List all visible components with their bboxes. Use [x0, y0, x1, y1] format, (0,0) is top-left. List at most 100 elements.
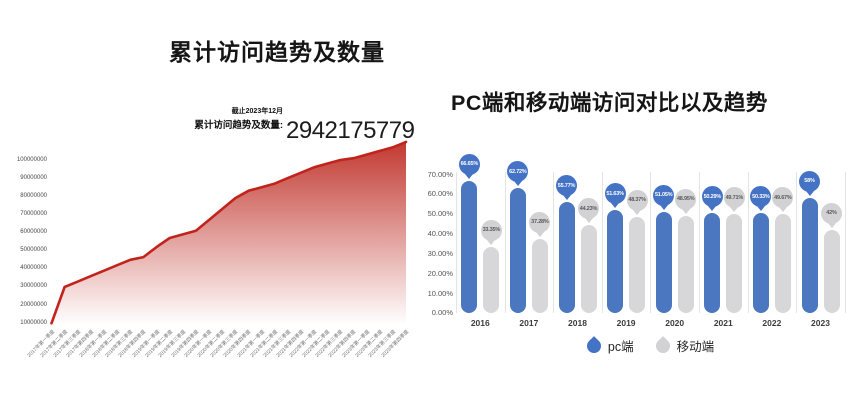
mobile-bar-label: 33.35% [480, 219, 502, 241]
legend-droplet-icon [583, 335, 604, 356]
balloon-tail-icon [465, 173, 474, 179]
separator-line [601, 172, 603, 313]
legend-droplet-icon [652, 335, 673, 356]
pc-bar-label: 51.05% [653, 184, 675, 206]
cumulative-total-value: 2942175779 [286, 117, 415, 144]
mobile-bar-label: 44.23% [578, 198, 599, 220]
mobile-bar-label: 48.37% [626, 189, 648, 211]
callout-label: 累计访问趋势及数量: [194, 120, 283, 131]
y-axis-tick-label: 20.00% [427, 268, 453, 278]
balloon-tail-icon [805, 190, 814, 196]
y-axis-tick-label: 40000000 [20, 265, 47, 272]
area-chart-canvas [50, 140, 408, 325]
year-label: 2023 [811, 318, 830, 328]
pc-bar-label: 58% [799, 170, 820, 192]
mobile-bar [580, 225, 597, 313]
balloon-tail-icon [487, 239, 496, 245]
y-axis-tick-label: 0.00% [431, 308, 453, 318]
trend-line [50, 140, 408, 325]
y-axis-tick-label: 40.00% [427, 229, 453, 239]
mobile-bar-label: 48.95% [675, 188, 697, 210]
mobile-bar-label: 49.67% [772, 187, 794, 209]
year-label: 2021 [713, 318, 733, 328]
separator-line [796, 172, 798, 313]
legend-label: 移动端 [676, 340, 715, 354]
area-fill [51, 141, 406, 325]
balloon-tail-icon [827, 222, 836, 228]
mobile-bar [774, 214, 791, 313]
pc-bar [461, 180, 478, 313]
balloon-tail-icon [584, 218, 593, 224]
y-axis-tick-label: 60000000 [20, 229, 47, 236]
year-label: 2020 [665, 318, 685, 328]
year-label: 2019 [616, 318, 636, 328]
separator-line [650, 172, 652, 313]
y-axis-tick-label: 70.00% [427, 169, 453, 179]
pc-bar [752, 213, 769, 313]
y-axis-tick-label: 10.00% [427, 288, 453, 298]
pc-bar-label: 66.65% [458, 153, 480, 175]
mobile-bar [677, 215, 694, 313]
legend-label: pc端 [607, 340, 634, 354]
balloon-tail-icon [756, 206, 765, 212]
y-axis-tick-label: 100000000 [16, 156, 47, 163]
balloon-tail-icon [659, 204, 668, 210]
y-axis-tick-label: 20000000 [20, 301, 47, 308]
callout-date-note: 截止2023年12月 [231, 108, 283, 115]
cumulative-total-callout: 截止2023年12月 累计访问趋势及数量: [100, 106, 283, 131]
pc-bar-label: 50.33% [750, 186, 772, 208]
balloon-tail-icon [778, 207, 787, 213]
mobile-bar-label: 37.28% [529, 211, 551, 233]
y-axis-tick-label: 30.00% [427, 248, 453, 258]
year-label: 2017 [519, 318, 539, 328]
pc-bar [655, 211, 672, 313]
balloon-tail-icon [513, 181, 522, 187]
separator-line [747, 172, 749, 313]
y-axis-tick-label: 60.00% [427, 189, 453, 199]
separator-line [553, 172, 555, 313]
separator-line [456, 172, 457, 313]
pc-bar-label: 51.63% [604, 183, 626, 205]
balloon-tail-icon [633, 209, 642, 215]
year-label: 2022 [762, 318, 782, 328]
separator-line [844, 172, 846, 313]
mobile-bar [629, 216, 646, 313]
separator-line [504, 172, 506, 313]
right-chart-title: PC端和移动端访问对比以及趋势 [451, 91, 768, 115]
y-axis-tick-label: 70000000 [20, 210, 47, 217]
pc-bar [801, 197, 818, 313]
pc-bar [607, 210, 624, 313]
y-axis-tick-label: 10000000 [20, 319, 47, 326]
pc-bar-label: 55.77% [556, 175, 577, 197]
balloon-tail-icon [730, 207, 739, 213]
pc-bar [558, 202, 575, 313]
balloon-tail-icon [562, 195, 571, 201]
y-axis-tick-label: 50.00% [427, 209, 453, 219]
y-axis-tick-label: 90000000 [20, 174, 47, 181]
legend: pc端 移动端 [456, 335, 845, 356]
mobile-bar-label: 49.71% [723, 187, 745, 209]
pc-bar [509, 188, 526, 313]
y-axis-tick-label: 80000000 [20, 192, 47, 199]
separator-line [699, 172, 700, 313]
mobile-bar [823, 229, 840, 313]
pc-bar-label: 50.29% [701, 186, 723, 208]
mobile-bar [483, 246, 500, 313]
balloon-tail-icon [535, 231, 544, 237]
pc-bar-label: 62.72% [507, 161, 529, 183]
left-chart-title: 累计访问趋势及数量 [169, 39, 385, 65]
balloon-tail-icon [708, 206, 717, 212]
pc-bar [704, 213, 721, 313]
y-axis-tick-label: 30000000 [20, 283, 47, 290]
year-label: 2018 [568, 318, 587, 328]
balloon-tail-icon [681, 208, 690, 214]
year-label: 2016 [470, 318, 490, 328]
mobile-bar [726, 214, 743, 313]
y-axis-tick-label: 50000000 [20, 247, 47, 254]
legend-item: pc端 [583, 335, 634, 356]
mobile-bar-label: 42% [821, 202, 842, 224]
